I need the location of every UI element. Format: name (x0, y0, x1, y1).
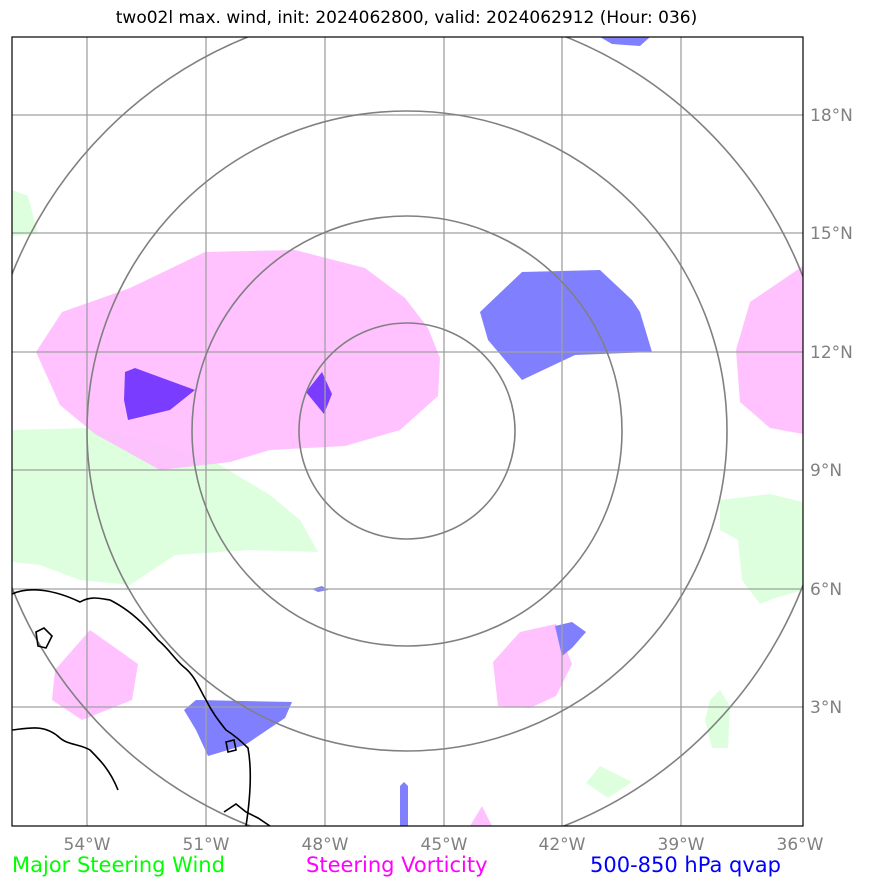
range-rings (12, 37, 803, 826)
lat-tick-label: 6°N (810, 580, 842, 600)
wind-area-southeast (705, 690, 730, 748)
lat-tick-labels: 18°N 15°N 12°N 9°N 6°N 3°N (810, 106, 853, 718)
wind-area-northwest (12, 190, 38, 236)
lat-tick-label: 9°N (810, 461, 842, 481)
legend-steering-wind: Major Steering Wind (12, 853, 225, 877)
coastline (12, 589, 271, 826)
legend-steering-vorticity: Steering Vorticity (306, 853, 488, 877)
lon-tick-labels: 54°W 51°W 48°W 45°W 42°W 39°W 36°W (64, 835, 824, 855)
wind-area-east (720, 494, 803, 604)
lon-tick-label: 45°W (421, 835, 468, 855)
range-ring-3 (86, 110, 728, 752)
lat-tick-label: 3°N (810, 698, 842, 718)
lat-tick-label: 18°N (810, 106, 853, 126)
vorticity-area-southwest (52, 630, 138, 720)
lat-tick-label: 12°N (810, 343, 853, 363)
vorticity-area-south (470, 806, 492, 826)
lon-tick-label: 42°W (539, 835, 586, 855)
lon-tick-label: 39°W (658, 835, 705, 855)
qvap-area-north (600, 37, 650, 46)
qvap-area-bottom-strip (400, 782, 408, 826)
lat-lon-grid (12, 37, 803, 826)
range-ring-1 (298, 322, 516, 540)
lon-tick-label: 48°W (302, 835, 349, 855)
qvap-area-south-small (555, 622, 586, 656)
lat-tick-label: 15°N (810, 224, 853, 244)
range-ring-2 (191, 215, 623, 647)
wind-area-south (586, 766, 632, 798)
legend-qvap: 500-850 hPa qvap (590, 853, 781, 877)
qvap-area-west-blob (124, 368, 195, 420)
vorticity-area-east (736, 266, 803, 434)
lon-tick-label: 54°W (64, 835, 111, 855)
lon-tick-label: 36°W (777, 835, 824, 855)
steering-vorticity-areas (36, 250, 803, 826)
lon-tick-label: 51°W (183, 835, 230, 855)
map-title: two02l max. wind, init: 2024062800, vali… (115, 8, 698, 28)
map-frame (11, 36, 804, 827)
qvap-area-southwest (184, 700, 292, 756)
vorticity-area-southcentral (493, 624, 572, 708)
